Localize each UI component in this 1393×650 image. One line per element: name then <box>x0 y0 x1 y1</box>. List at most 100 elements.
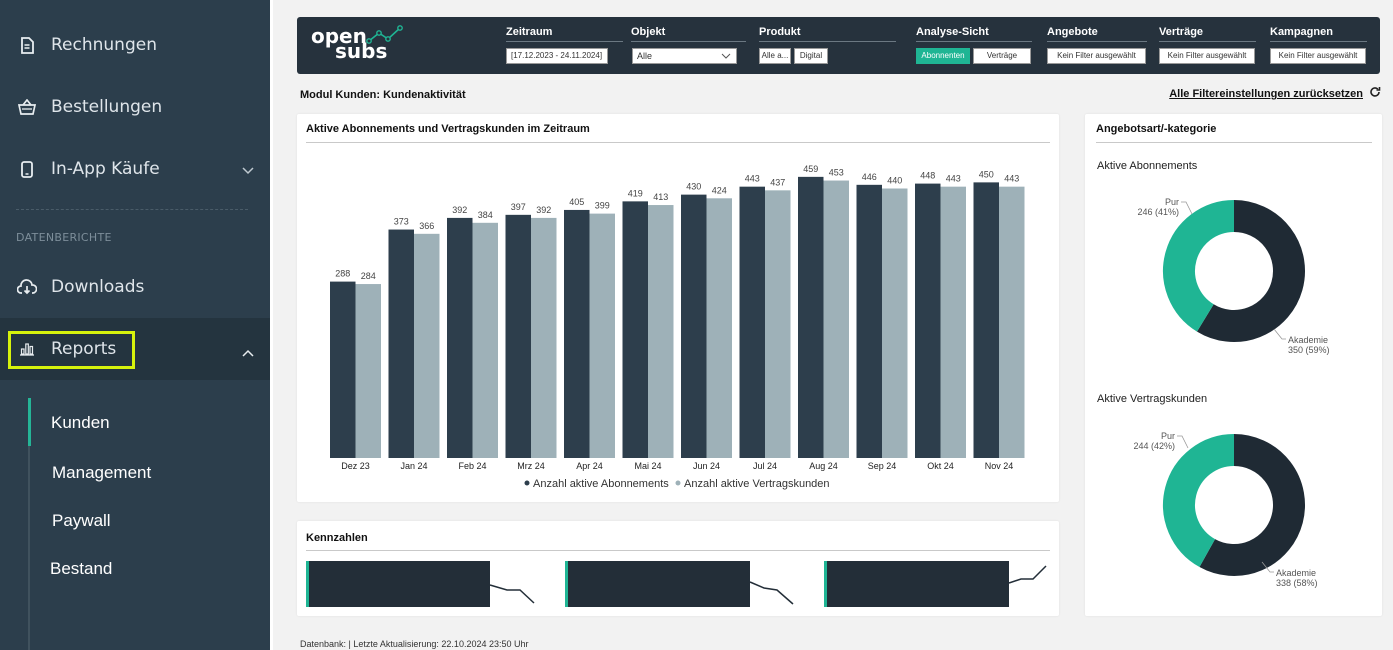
analyse-vertraege-toggle[interactable]: Verträge <box>973 48 1031 64</box>
bar-vertragskunden[interactable] <box>648 205 674 458</box>
bar-value-label: 392 <box>452 205 467 215</box>
produkt-digital-chip[interactable]: Digital <box>794 48 828 64</box>
bar-abonnements[interactable] <box>447 217 473 458</box>
objekt-select-value: Alle <box>637 51 653 61</box>
bar-abonnements[interactable] <box>505 214 532 458</box>
bar-vertragskunden[interactable] <box>472 222 499 458</box>
analyse-abonnenten-toggle[interactable]: Abonnenten <box>916 48 970 64</box>
bar-abonnements[interactable] <box>681 194 707 458</box>
donut-slice-akademie[interactable] <box>1197 200 1305 342</box>
reset-filters-link[interactable]: Alle Filtereinstellungen zurücksetzen <box>1169 88 1363 100</box>
bar-value-label: 443 <box>946 174 961 184</box>
bar-abonnements[interactable] <box>973 182 1000 458</box>
bar-vertragskunden[interactable] <box>823 180 850 458</box>
bar-vertragskunden[interactable] <box>706 198 733 459</box>
bar-value-label: 366 <box>419 221 434 231</box>
x-tick-label: Mrz 24 <box>517 461 545 471</box>
donut-title: Aktive Abonnements <box>1097 160 1198 172</box>
bar-vertragskunden[interactable] <box>882 188 908 459</box>
kampagnen-filter-button[interactable]: Kein Filter ausgewählt <box>1270 48 1366 64</box>
sidebar: Rechnungen Bestellungen In-App Käufe DAT… <box>0 0 270 650</box>
sidebar-section-label: DATENBERICHTE <box>16 231 112 244</box>
bar-vertragskunden[interactable] <box>999 186 1025 458</box>
donut-value-pur: 244 (42%) <box>1133 441 1175 451</box>
sidebar-item-bestellungen[interactable]: Bestellungen <box>0 76 270 138</box>
kpi-tile-1[interactable] <box>306 561 535 607</box>
sidebar-sub-item-management[interactable]: Management <box>52 463 152 482</box>
x-tick-label: Feb 24 <box>458 461 486 471</box>
bar-value-label: 446 <box>862 172 877 182</box>
bar-value-label: 384 <box>478 210 493 220</box>
sidebar-item-reports[interactable]: Reports <box>0 318 270 380</box>
sidebar-divider <box>16 209 248 210</box>
filter-objekt-label: Objekt <box>631 26 746 42</box>
bar-abonnements[interactable] <box>388 229 415 458</box>
bar-vertragskunden[interactable] <box>589 213 616 458</box>
donut-value-akademie: 350 (59%) <box>1288 345 1330 355</box>
bar-abonnements[interactable] <box>564 209 590 458</box>
bar-value-label: 397 <box>511 202 526 212</box>
bar-abonnements[interactable] <box>915 183 941 458</box>
bar-vertragskunden[interactable] <box>531 217 557 458</box>
donut-card: Angebotsart/-kategorie Aktive Abonnement… <box>1085 114 1382 616</box>
bar-vertragskunden[interactable] <box>414 233 440 458</box>
x-tick-label: Apr 24 <box>576 461 603 471</box>
sidebar-item-in-app-kaeufe[interactable]: In-App Käufe <box>0 138 270 200</box>
zeitraum-field[interactable]: [17.12.2023 - 24.11.2024] <box>506 48 608 64</box>
bar-value-label: 288 <box>335 269 350 279</box>
sidebar-sub-item-paywall[interactable]: Paywall <box>52 511 111 530</box>
bar-abonnements[interactable] <box>330 281 356 458</box>
bar-vertragskunden[interactable] <box>940 186 967 458</box>
sidebar-sub-item-kunden[interactable]: Kunden <box>51 413 110 432</box>
sidebar-item-downloads[interactable]: Downloads <box>0 256 270 318</box>
bar-abonnements[interactable] <box>739 186 766 458</box>
invoice-icon <box>16 34 38 56</box>
legend-marker-abonnements <box>524 480 530 486</box>
reports-highlight-box <box>8 331 135 369</box>
bar-abonnements[interactable] <box>856 184 883 458</box>
bar-value-label: 443 <box>1004 174 1019 184</box>
bar-value-label: 430 <box>686 182 701 192</box>
kpi-tile-3[interactable] <box>824 561 1047 607</box>
bar-vertragskunden[interactable] <box>765 190 791 458</box>
kpi-tiles <box>306 561 1047 607</box>
x-tick-label: Jul 24 <box>753 461 777 471</box>
vertraege-filter-button[interactable]: Kein Filter ausgewählt <box>1159 48 1255 64</box>
sidebar-sub-item-bestand[interactable]: Bestand <box>50 559 113 578</box>
chevron-down-icon <box>242 160 254 180</box>
bar-value-label: 437 <box>770 177 785 187</box>
donut-slice-akademie[interactable] <box>1199 434 1305 576</box>
sidebar-item-label: In-App Käufe <box>51 159 160 179</box>
kpi-tile-2[interactable] <box>565 561 794 607</box>
sidebar-item-rechnungen[interactable]: Rechnungen <box>0 14 270 76</box>
filter-objekt: Objekt <box>631 26 746 42</box>
filter-analyse-label: Analyse-Sicht <box>916 26 1032 42</box>
donut-slice-pur[interactable] <box>1163 200 1235 332</box>
bar-vertragskunden[interactable] <box>355 284 382 458</box>
bar-value-label: 450 <box>979 169 994 179</box>
chevron-up-icon <box>242 342 254 362</box>
x-tick-label: Jun 24 <box>693 461 720 471</box>
bar-abonnements[interactable] <box>622 201 649 459</box>
angebote-filter-button[interactable]: Kein Filter ausgewählt <box>1047 48 1146 64</box>
main-left-border <box>270 0 273 650</box>
donut-label-pur: Pur <box>1165 197 1179 207</box>
bar-abonnements[interactable] <box>798 176 824 459</box>
bar-value-label: 424 <box>712 185 727 195</box>
chart-legend: Anzahl aktive Abonnements Anzahl aktive V… <box>524 478 830 490</box>
donut-slice-pur[interactable] <box>1163 434 1235 568</box>
refresh-icon[interactable] <box>1369 86 1381 101</box>
objekt-select[interactable]: Alle <box>632 48 737 64</box>
bar-value-label: 284 <box>361 271 376 281</box>
filter-angebote-label: Angebote <box>1047 26 1147 42</box>
bar-value-label: 459 <box>803 164 818 174</box>
bar-chart-svg: 288 284 Dez 23 373 366 Jan 24 392 384 Feb 24 397 3… <box>330 164 1025 490</box>
produkt-alle-chip[interactable]: Alle a... <box>759 48 791 64</box>
filter-produkt: Produkt <box>759 26 896 42</box>
filter-analyse-sicht: Analyse-Sicht <box>916 26 1032 42</box>
legend-label-abonnements: Anzahl aktive Abonnements <box>533 478 669 490</box>
filter-kampagnen: Kampagnen <box>1270 26 1367 42</box>
bar-value-label: 399 <box>595 201 610 211</box>
